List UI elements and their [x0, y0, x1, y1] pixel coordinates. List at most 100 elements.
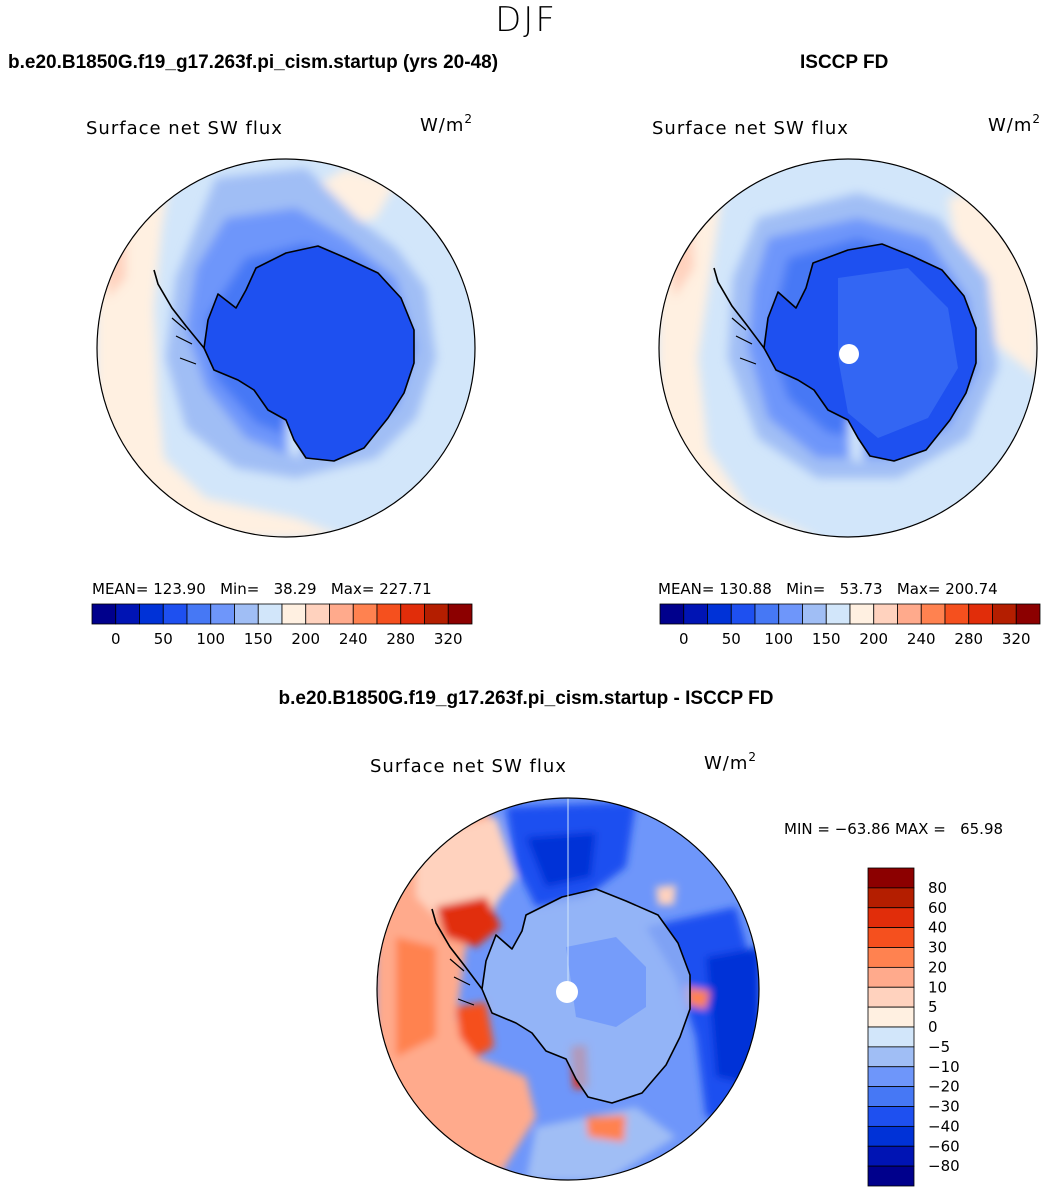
diff-colorbar-tick-label: 0 — [928, 1018, 938, 1036]
model-colorbar-tick-label: 200 — [291, 630, 320, 648]
season-title: DJF — [495, 0, 557, 40]
diff-case-title: b.e20.B1850G.f19_g17.263f.pi_cism.startu… — [278, 688, 774, 709]
model-colorbar-box — [329, 603, 354, 625]
diff-colorbar-tick-label: −30 — [928, 1098, 960, 1116]
obs-colorbar-box — [873, 603, 898, 625]
model-colorbar-box — [115, 603, 140, 625]
model-colorbar-box — [257, 603, 283, 625]
obs-colorbar-tick-label: 150 — [812, 630, 841, 648]
model-colorbar-tick-label: 50 — [154, 630, 173, 648]
diff-colorbar-box — [867, 1086, 915, 1107]
model-colorbar-box — [447, 603, 473, 625]
obs-colorbar-box — [659, 603, 685, 625]
obs-colorbar-box — [802, 603, 827, 625]
obs-colorbar-tick-label: 0 — [679, 630, 689, 648]
diff-colorbar-box — [867, 887, 915, 909]
obs-colorbar-tick-label: 320 — [1002, 630, 1031, 648]
model-colorbar-box — [162, 603, 188, 625]
model-colorbar-tick-label: 100 — [196, 630, 225, 648]
model-colorbar-box — [376, 603, 402, 625]
model-colorbar-box — [91, 603, 117, 625]
diff-stats-line: MIN = −63.86 MAX = 65.98 — [784, 820, 1004, 838]
diff-colorbar-box — [867, 867, 915, 889]
obs-colorbar-box — [707, 603, 732, 625]
obs-colorbar-box — [897, 603, 922, 625]
obs-colorbar-box — [992, 603, 1017, 625]
diff-colorbar-box — [867, 907, 915, 929]
diff-colorbar-box — [867, 1165, 915, 1187]
model-stats-line: MEAN= 123.90 Min= 38.29 Max= 227.71 — [92, 580, 432, 598]
diff-colorbar-tick-label: 10 — [928, 978, 947, 996]
obs-colorbar-box — [754, 603, 780, 625]
obs-colorbar-box — [1015, 603, 1041, 625]
obs-colorbar-tick-label: 50 — [722, 630, 741, 648]
obs-stats-line: MEAN= 130.88 Min= 53.73 Max= 200.74 — [658, 580, 998, 598]
diff-colorbar-tick-label: 5 — [928, 998, 938, 1016]
model-variable-label: Surface net SW flux — [86, 118, 283, 139]
model-colorbar-tick-label: 0 — [111, 630, 121, 648]
model-colorbar-box — [400, 603, 425, 625]
diff-colorbar-box — [867, 1145, 915, 1167]
obs-colorbar-box — [778, 603, 803, 625]
obs-colorbar-box — [920, 603, 946, 625]
model-case-title: b.e20.B1850G.f19_g17.263f.pi_cism.startu… — [8, 52, 499, 73]
model-colorbar-tick-label: 280 — [386, 630, 415, 648]
diff-colorbar-box — [867, 1026, 915, 1048]
diff-colorbar-box — [867, 1125, 915, 1147]
obs-colorbar-tick-label: 280 — [954, 630, 983, 648]
diff-colorbar-box — [867, 927, 915, 948]
diff-colorbar-box — [867, 1066, 915, 1088]
obs-colorbar-tick-label: 240 — [907, 630, 936, 648]
diff-colorbar-tick-label: −40 — [928, 1117, 960, 1135]
diff-colorbar-tick-label: −80 — [928, 1157, 960, 1175]
diff-colorbar-box — [867, 1046, 915, 1068]
diff-colorbar-tick-label: −5 — [928, 1038, 950, 1056]
obs-colorbar-box — [968, 603, 993, 625]
obs-colorbar-box — [730, 603, 756, 625]
model-colorbar: 0 50 100 150 200 240 280 320 — [91, 603, 473, 648]
obs-colorbar-tick-label: 100 — [764, 630, 793, 648]
model-colorbar-tick-label: 150 — [244, 630, 273, 648]
model-colorbar-box — [281, 603, 307, 625]
model-colorbar-tick-label: 320 — [434, 630, 463, 648]
obs-variable-label: Surface net SW flux — [652, 118, 849, 139]
diff-pole-hole — [556, 981, 578, 1003]
diff-colorbar-tick-label: 30 — [928, 939, 947, 957]
diff-colorbar-box — [867, 986, 915, 1008]
diff-colorbar-tick-label: 20 — [928, 958, 947, 976]
obs-colorbar-box — [849, 603, 875, 625]
diff-colorbar-tick-label: 40 — [928, 919, 947, 937]
model-antarctica-landmass — [203, 245, 415, 462]
obs-colorbar-box — [683, 603, 708, 625]
diff-variable-label: Surface net SW flux — [370, 756, 567, 777]
model-colorbar-box — [210, 603, 235, 625]
obs-units-label: W/m2 — [988, 112, 1042, 136]
diff-colorbar-box — [867, 1006, 915, 1028]
diff-colorbar-tick-label: 80 — [928, 879, 947, 897]
obs-colorbar: 0 50 100 150 200 240 280 320 — [659, 603, 1041, 648]
obs-colorbar-tick-label: 200 — [859, 630, 888, 648]
obs-colorbar-box — [944, 603, 970, 625]
diff-colorbar-tick-label: −20 — [928, 1078, 960, 1096]
model-colorbar-box — [234, 603, 259, 625]
model-colorbar-box — [139, 603, 164, 625]
diff-colorbar-box — [867, 966, 915, 988]
model-colorbar-box — [305, 603, 330, 625]
obs-colorbar-box — [825, 603, 851, 625]
model-colorbar-box — [352, 603, 378, 625]
model-colorbar-box — [424, 603, 449, 625]
diff-polar-map — [376, 797, 760, 1181]
diff-colorbar-tick-label: −10 — [928, 1058, 960, 1076]
obs-case-title: ISCCP FD — [800, 52, 889, 73]
diff-colorbar-tick-label: 60 — [928, 899, 947, 917]
diff-colorbar-box — [867, 947, 915, 968]
obs-pole-hole — [839, 344, 859, 364]
diff-colorbar-box — [867, 1106, 915, 1127]
model-polar-map — [96, 158, 476, 538]
model-colorbar-box — [186, 603, 212, 625]
diff-units-label: W/m2 — [704, 750, 758, 774]
obs-polar-map — [658, 158, 1038, 538]
diff-colorbar-tick-label: −60 — [928, 1137, 960, 1155]
model-colorbar-tick-label: 240 — [339, 630, 368, 648]
